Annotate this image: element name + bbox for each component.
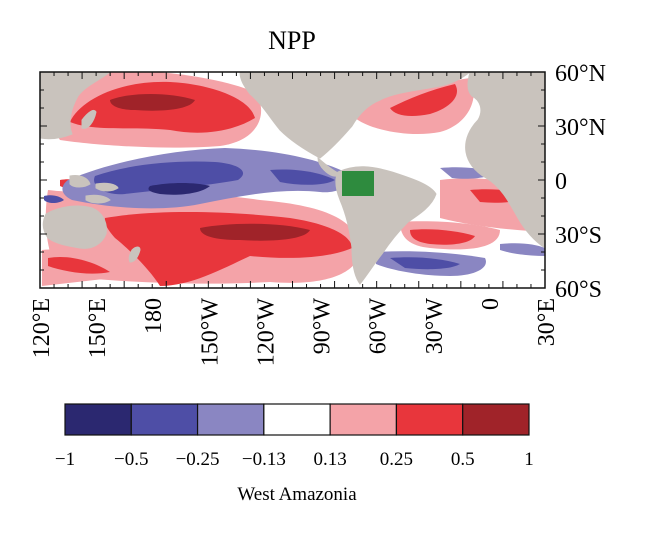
- colorbar: −1 −0.5 −0.25 −0.13 0.13 0.25 0.5 1: [55, 403, 534, 470]
- colorbar-swatch: [130, 403, 199, 436]
- land-greenland: [399, 72, 441, 85]
- colorbar-swatch: [329, 403, 398, 436]
- lat-labels: 60°N 30°N 0 30°S 60°S: [555, 61, 606, 303]
- lon-label: 90°W: [310, 298, 336, 355]
- colorbar-tick-label: −0.25: [176, 449, 220, 470]
- lon-label: 0: [478, 298, 504, 310]
- colorbar-tick-label: 0.13: [314, 449, 347, 470]
- colorbar-swatch: [64, 403, 132, 436]
- land-south-america: [335, 166, 437, 285]
- west-amazonia-region: [342, 171, 374, 196]
- map-ticks: [39, 71, 546, 289]
- land-central-america: [317, 156, 341, 177]
- lat-label: 30°S: [555, 223, 602, 249]
- colorbar-tick-label: −1: [55, 449, 75, 470]
- lat-label: 60°S: [555, 277, 602, 303]
- correlation-negative: [44, 161, 460, 270]
- lon-label: 180: [141, 298, 167, 334]
- colorbar-swatch: [196, 403, 265, 436]
- colorbar-swatch: [462, 403, 530, 436]
- lon-label: 150°E: [85, 298, 111, 358]
- colorbar-label: West Amazonia: [237, 484, 357, 505]
- map-panel: [40, 72, 545, 288]
- lat-label: 60°N: [555, 61, 606, 87]
- colorbar-tick-label: −0.5: [114, 449, 148, 470]
- colorbar-tick-label: 1: [524, 449, 534, 470]
- colorbar-swatch: [395, 403, 464, 436]
- lon-label: 150°W: [197, 298, 223, 367]
- land: [40, 72, 545, 285]
- colorbar-tick-label: 0.5: [451, 449, 475, 470]
- land-australia: [42, 205, 107, 249]
- lon-label: 120°W: [253, 298, 279, 367]
- correlation-strong-negative: [148, 183, 210, 195]
- colorbar-tick-label: −0.13: [242, 449, 286, 470]
- land-europe-africa: [465, 72, 545, 249]
- land-asia: [40, 72, 111, 140]
- map-title: NPP: [268, 26, 316, 55]
- lon-label: 30°E: [534, 298, 560, 346]
- land-japan: [81, 109, 97, 129]
- lon-label: 60°W: [366, 298, 392, 355]
- land-north-america: [239, 72, 471, 159]
- land-new-zealand: [128, 246, 141, 263]
- correlation-strong-positive: [110, 94, 310, 241]
- lat-label: 0: [555, 169, 567, 195]
- land-indonesia: [69, 175, 119, 204]
- colorbar-tick-label: 0.25: [380, 449, 413, 470]
- lon-labels: 120°E 150°E 180 150°W 120°W 90°W 60°W 30°W 0 30°E: [29, 298, 560, 367]
- colorbar-swatch: [263, 403, 331, 436]
- lon-label: 120°E: [29, 298, 55, 358]
- lon-label: 30°W: [422, 298, 448, 355]
- lat-label: 30°N: [555, 115, 606, 141]
